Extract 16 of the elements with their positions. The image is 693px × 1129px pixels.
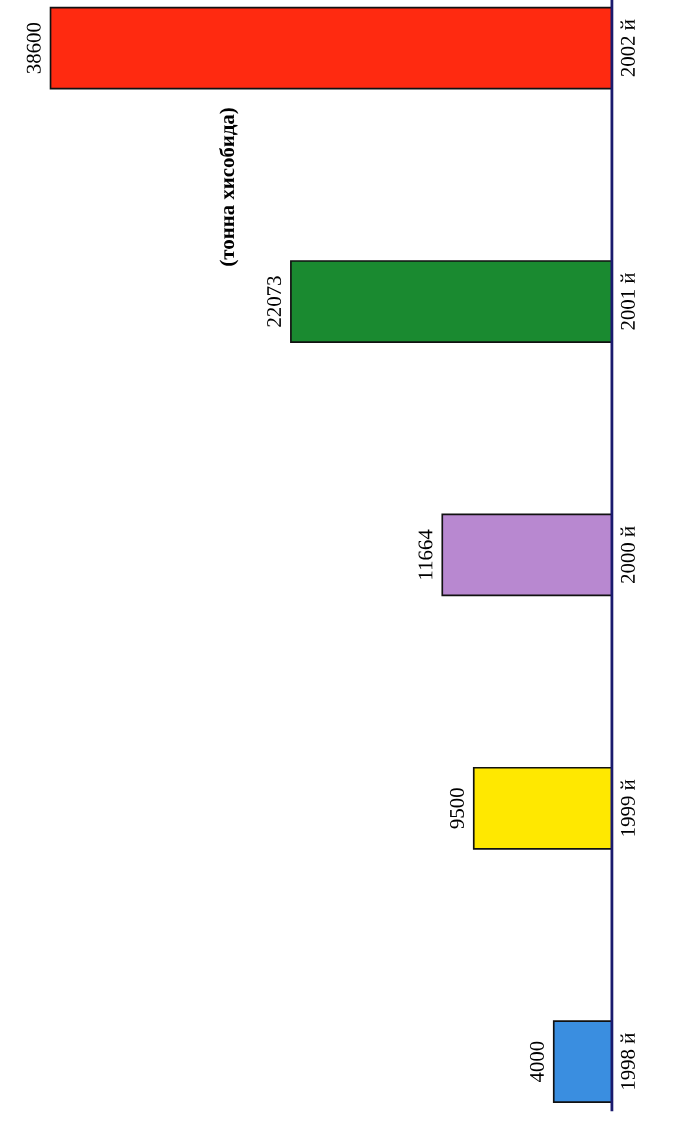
y-tick-label: 2000 й xyxy=(620,526,635,583)
bar xyxy=(441,513,612,597)
bar xyxy=(552,1020,612,1104)
y-tick-label: 1998 й xyxy=(620,1033,635,1089)
data-label: 11664 xyxy=(418,529,433,579)
data-label: 22073 xyxy=(267,276,282,327)
bar xyxy=(472,766,612,850)
data-label: 38600 xyxy=(26,22,41,74)
bar xyxy=(290,260,612,343)
bar xyxy=(49,6,612,90)
data-label: 4000 xyxy=(529,1041,544,1083)
text: (тонна хисобида) xyxy=(219,108,239,266)
y-tick-label: 2001 й xyxy=(620,273,635,330)
y-tick-label: 1999 й xyxy=(620,779,635,836)
y-tick-label: 2002 й xyxy=(620,19,635,77)
data-label: 9500 xyxy=(449,788,464,829)
